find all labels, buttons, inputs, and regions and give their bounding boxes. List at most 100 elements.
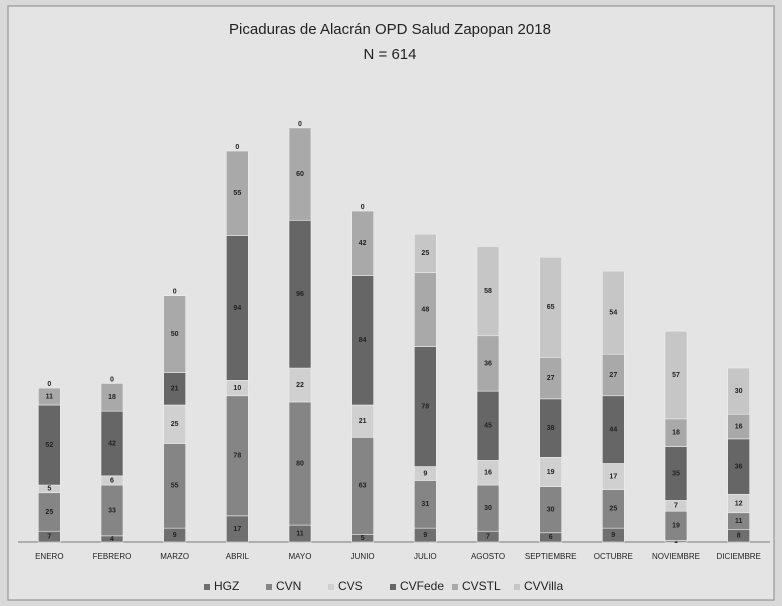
data-label: 11 bbox=[735, 518, 743, 525]
data-label: 42 bbox=[359, 240, 367, 247]
data-label: 7 bbox=[486, 533, 490, 540]
data-label: 55 bbox=[233, 190, 241, 197]
data-label: 9 bbox=[423, 532, 427, 539]
chart-frame bbox=[7, 5, 775, 601]
data-label: 94 bbox=[233, 305, 241, 312]
x-tick-label: NOVIEMBRE bbox=[652, 552, 700, 561]
data-label: 84 bbox=[359, 337, 367, 344]
data-label: 25 bbox=[421, 250, 429, 257]
bar-segment bbox=[100, 383, 124, 412]
data-label: 27 bbox=[547, 375, 555, 382]
bar-segment bbox=[476, 246, 500, 337]
data-label: 36 bbox=[484, 360, 492, 367]
chart-title: Picaduras de Alacrán OPD Salud Zapopan 2… bbox=[229, 21, 551, 38]
bar-segment bbox=[288, 127, 312, 221]
data-label: 57 bbox=[672, 372, 680, 379]
data-label: 21 bbox=[171, 386, 179, 393]
legend-label: CVFede bbox=[400, 579, 444, 593]
bar-segment bbox=[727, 367, 750, 415]
data-label: 16 bbox=[484, 470, 492, 477]
data-label: 0 bbox=[361, 204, 365, 211]
data-label: 0 bbox=[173, 289, 177, 296]
data-label: 6 bbox=[549, 534, 553, 541]
data-label: 17 bbox=[233, 526, 241, 533]
legend-label: CVVilla bbox=[524, 579, 563, 593]
data-label: 27 bbox=[609, 372, 617, 379]
data-label: 17 bbox=[609, 473, 617, 480]
data-label: 25 bbox=[609, 506, 617, 513]
data-label: 44 bbox=[609, 426, 617, 433]
data-label: 58 bbox=[484, 288, 492, 295]
data-label: 7 bbox=[47, 533, 51, 540]
data-label: 78 bbox=[421, 403, 429, 410]
data-label: 0 bbox=[110, 376, 114, 383]
data-label: 50 bbox=[171, 331, 179, 338]
data-label: 4 bbox=[110, 536, 114, 543]
legend-swatch bbox=[514, 584, 520, 590]
legend-swatch bbox=[390, 584, 396, 590]
legend-label: HGZ bbox=[214, 579, 239, 593]
bar-segment bbox=[38, 387, 61, 406]
bar-segment bbox=[539, 256, 562, 358]
legend-swatch bbox=[266, 584, 272, 590]
data-label: 11 bbox=[296, 530, 304, 537]
bar-segment bbox=[163, 295, 186, 373]
data-label: 19 bbox=[672, 523, 680, 530]
data-label: 8 bbox=[737, 533, 741, 540]
x-tick-label: MAYO bbox=[289, 552, 312, 561]
data-label: 0 bbox=[47, 381, 51, 388]
data-label: 21 bbox=[359, 418, 367, 425]
chart-subtitle: N = 614 bbox=[364, 46, 417, 63]
data-label: 65 bbox=[547, 304, 555, 311]
x-tick-label: DICIEMBRE bbox=[716, 552, 760, 561]
legend-swatch bbox=[204, 584, 210, 590]
bar-segment bbox=[602, 270, 625, 355]
data-label: 78 bbox=[233, 453, 241, 460]
bar-segment bbox=[664, 330, 688, 420]
data-label: 16 bbox=[735, 423, 743, 430]
data-label: 55 bbox=[171, 483, 179, 490]
bar-segment bbox=[414, 233, 437, 273]
legend-label: CVN bbox=[276, 579, 301, 593]
data-label: 63 bbox=[359, 483, 367, 490]
x-tick-label: JULIO bbox=[414, 552, 437, 561]
data-label: 0 bbox=[298, 121, 302, 128]
data-label: 80 bbox=[296, 460, 304, 467]
x-tick-label: JUNIO bbox=[351, 552, 375, 561]
data-label: 42 bbox=[108, 440, 116, 447]
data-label: 9 bbox=[173, 532, 177, 539]
x-tick-label: ENERO bbox=[35, 552, 63, 561]
x-tick-label: OCTUBRE bbox=[594, 552, 633, 561]
data-label: 35 bbox=[672, 470, 680, 477]
data-label: 25 bbox=[45, 509, 53, 516]
data-label: 30 bbox=[484, 505, 492, 512]
data-label: 9 bbox=[611, 532, 615, 539]
data-label: 36 bbox=[735, 463, 743, 470]
data-label: 1 bbox=[674, 538, 678, 545]
data-label: 60 bbox=[296, 171, 304, 178]
data-label: 10 bbox=[233, 385, 241, 392]
data-label: 48 bbox=[421, 306, 429, 313]
x-tick-label: ABRIL bbox=[226, 552, 250, 561]
legend-label: CVSTL bbox=[462, 579, 501, 593]
bar-segment bbox=[226, 150, 249, 236]
data-label: 18 bbox=[108, 394, 116, 401]
data-label: 0 bbox=[235, 144, 239, 151]
bar-segment bbox=[351, 210, 374, 277]
data-label: 5 bbox=[361, 535, 365, 542]
data-label: 6 bbox=[110, 477, 114, 484]
data-label: 9 bbox=[423, 470, 427, 477]
data-label: 11 bbox=[46, 393, 54, 400]
data-label: 33 bbox=[108, 507, 116, 514]
data-label: 30 bbox=[547, 507, 555, 514]
legend-swatch bbox=[328, 584, 334, 590]
data-label: 5 bbox=[47, 486, 51, 493]
data-label: 7 bbox=[674, 503, 678, 510]
data-label: 19 bbox=[547, 469, 555, 476]
x-tick-label: SEPTIEMBRE bbox=[525, 552, 577, 561]
data-label: 30 bbox=[735, 388, 743, 395]
data-label: 96 bbox=[296, 291, 304, 298]
data-label: 12 bbox=[735, 500, 743, 507]
data-label: 54 bbox=[609, 309, 617, 316]
data-label: 31 bbox=[421, 501, 429, 508]
